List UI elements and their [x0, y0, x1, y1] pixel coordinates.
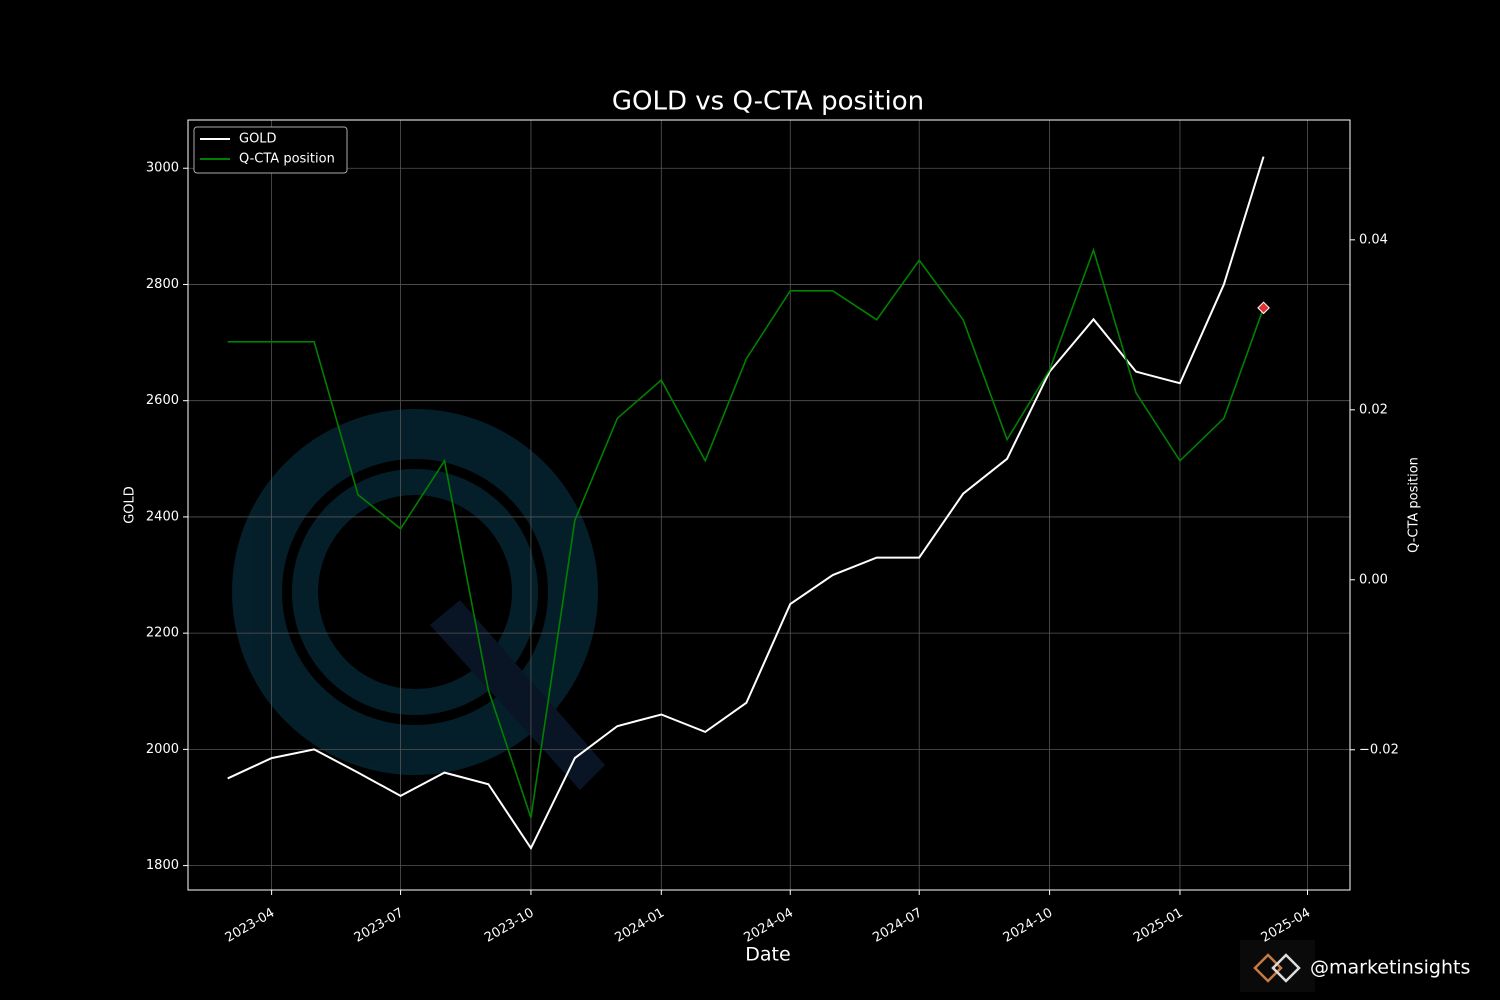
- x-tick-label: 2024-01: [613, 906, 668, 946]
- y2-tick-label: −0.02: [1359, 742, 1399, 757]
- x-tick-label: 2023-07: [352, 906, 407, 946]
- plot-frame: [187, 119, 1351, 891]
- legend-label: GOLD: [239, 132, 277, 147]
- y2-tick-label: 0.02: [1359, 402, 1388, 417]
- y-tick-label: 1800: [146, 858, 179, 873]
- x-tick-label: 2024-10: [1001, 906, 1056, 946]
- x-tick-label: 2025-01: [1131, 906, 1186, 946]
- legend: GOLD Q-CTA position: [193, 126, 348, 174]
- y2-tick-label: 0.04: [1359, 232, 1388, 247]
- end-marker: [1257, 301, 1270, 315]
- legend-label: Q-CTA position: [239, 152, 335, 167]
- y-tick-label: 2800: [146, 277, 179, 292]
- y-tick-label: 2200: [146, 626, 179, 641]
- chart-title: GOLD vs Q-CTA position: [612, 87, 924, 117]
- y2-tick-label: 0.00: [1359, 572, 1388, 587]
- watermark: [232, 409, 605, 790]
- y-tick-label: 3000: [146, 161, 179, 176]
- x-tick-label: 2024-04: [741, 906, 796, 946]
- line-series: [227, 247, 1265, 819]
- line-series: [227, 156, 1265, 851]
- y-tick-label: 2600: [146, 393, 179, 408]
- x-tick-label: 2023-04: [223, 906, 278, 946]
- brand-logo: [1253, 953, 1301, 983]
- x-tick-label: 2023-10: [482, 906, 537, 946]
- y-tick-label: 2000: [146, 742, 179, 757]
- x-axis-label: Date: [745, 944, 790, 966]
- x-tick-label: 2025-04: [1259, 906, 1314, 946]
- legend-box: [193, 126, 348, 174]
- y2-axis-label: Q-CTA position: [1407, 457, 1422, 553]
- x-tick-label: 2024-07: [870, 906, 925, 946]
- brand: @marketinsights: [1310, 957, 1470, 979]
- y-tick-label: 2400: [146, 509, 179, 524]
- y-axis-label: GOLD: [123, 486, 138, 524]
